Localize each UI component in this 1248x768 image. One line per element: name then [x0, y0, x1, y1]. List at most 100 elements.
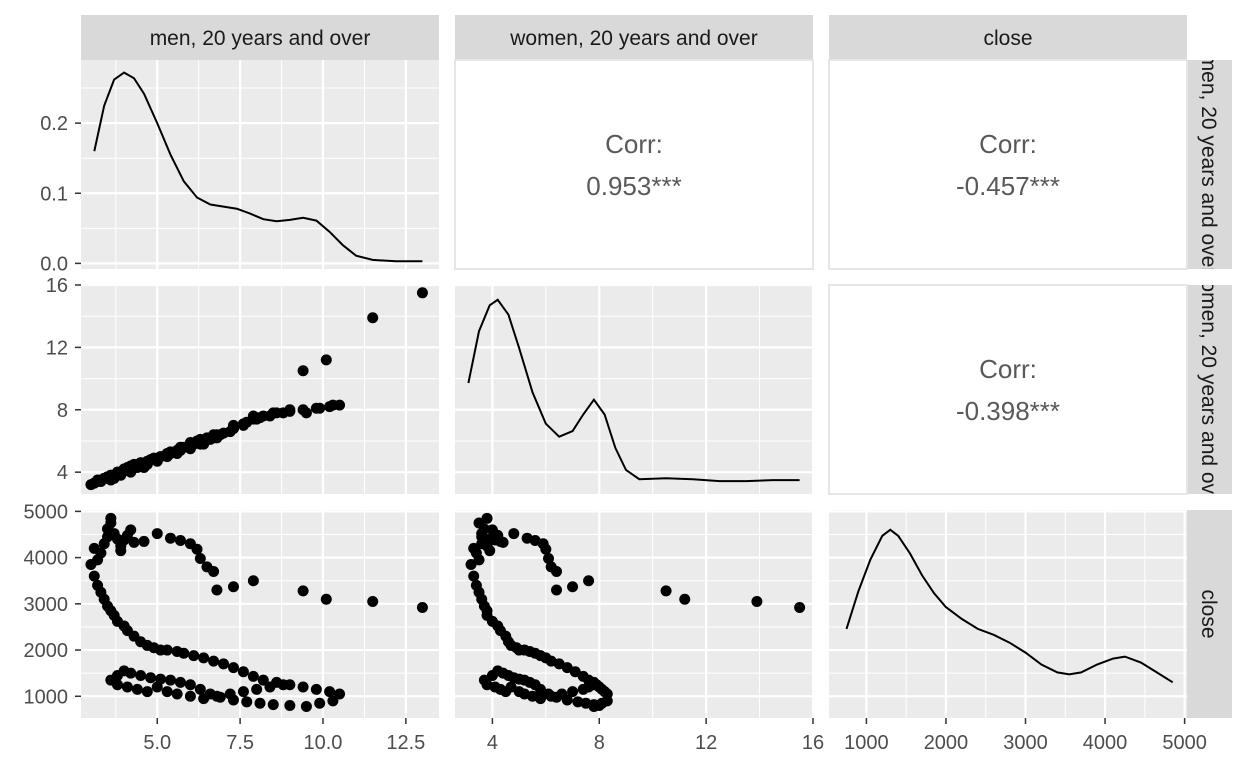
scatter-point	[211, 429, 223, 441]
scatter-point	[470, 547, 482, 559]
column-strip-close: close	[829, 15, 1187, 60]
x-axis-col2: 1000 2000 3000 4000 5000	[844, 718, 1207, 754]
scatter-point	[247, 670, 259, 682]
scatter-point	[751, 596, 763, 608]
scatter-point	[314, 402, 326, 414]
y-tick-label: 0.0	[40, 253, 68, 275]
corr-label-r1-c2: Corr:	[979, 354, 1037, 384]
scatter-point	[367, 312, 379, 324]
scatter-point	[534, 683, 546, 695]
y-tick-label: 4	[57, 462, 68, 484]
panel-r1-c1-bg	[455, 285, 813, 494]
y-tick-label: 2000	[24, 640, 69, 662]
scatter-point	[151, 681, 163, 693]
scatter-point	[188, 650, 200, 662]
scatter-point	[320, 593, 332, 605]
x-tick-label: 7.5	[226, 732, 254, 754]
scatter-point	[264, 410, 276, 422]
panel-r0-c1-bg	[454, 59, 814, 270]
scatter-point	[194, 683, 206, 695]
y-axis-row2: 1000 2000 3000 4000 5000	[24, 501, 81, 708]
scatter-point	[131, 683, 143, 695]
y-tick-label: 1000	[24, 686, 69, 708]
scatter-point	[138, 535, 150, 547]
scatter-point	[484, 545, 496, 557]
scatter-point	[115, 545, 127, 557]
scatter-point	[194, 553, 206, 565]
scatter-point	[218, 658, 230, 670]
scatter-point	[227, 581, 239, 593]
x-tick-label: 4000	[1083, 732, 1128, 754]
density-curve-women	[467, 298, 800, 483]
scatter-point	[227, 662, 239, 674]
scatter-point	[264, 681, 276, 693]
panel-r2-c1	[455, 510, 815, 718]
scatter-point	[171, 688, 183, 700]
x-tick-label: 10.0	[304, 732, 343, 754]
scatter-point	[583, 575, 595, 587]
x-tick-label: 12	[695, 732, 717, 754]
scatter-point	[567, 686, 579, 698]
scatter-point	[251, 683, 263, 695]
panel-r2-c2	[829, 510, 1187, 718]
scatter-point	[567, 581, 579, 593]
scatter-point	[237, 666, 249, 678]
panel-r1-c0	[81, 283, 439, 494]
scatter-point	[241, 696, 253, 708]
scatter-point	[88, 570, 100, 582]
scatter-point	[327, 695, 339, 707]
scatter-point	[121, 681, 133, 693]
scatter-point	[174, 535, 186, 547]
scatter-point	[660, 585, 672, 597]
panel-r2-c0-grid	[81, 510, 439, 718]
column-strip-women-bg	[455, 15, 813, 60]
row-strip-women-bg	[1187, 285, 1232, 494]
y-tick-label: 4000	[24, 548, 69, 570]
scatter-point	[679, 593, 691, 605]
row-strip-close: close	[1187, 510, 1232, 718]
scatter-point	[151, 454, 163, 466]
panel-r0-c0-bg	[81, 60, 439, 269]
scatter-point	[211, 690, 223, 702]
scatter-point	[569, 666, 581, 678]
scatter-point	[105, 512, 117, 524]
y-tick-label: 0.1	[40, 183, 68, 205]
x-tick-label: 4	[487, 732, 498, 754]
scatter-point	[300, 407, 312, 419]
scatter-point	[208, 565, 220, 577]
scatter-point	[416, 287, 428, 299]
column-strip-women-label: women, 20 years and over	[509, 27, 757, 50]
scatter-point	[534, 693, 546, 705]
scatter-point	[314, 697, 326, 709]
y-tick-label: 3000	[24, 594, 69, 616]
scatter-point	[247, 410, 259, 422]
scatter-point	[465, 559, 477, 571]
scatter-point	[174, 441, 186, 453]
column-strip-close-bg	[829, 15, 1187, 60]
scatter-point	[473, 517, 485, 529]
scatter-point	[277, 679, 289, 691]
panel-r0-c0-grid	[81, 60, 439, 269]
scatter-point	[237, 419, 249, 431]
y-tick-label: 16	[46, 275, 68, 297]
scatter-point	[125, 667, 137, 679]
scatter-point	[267, 699, 279, 711]
panel-r1-c2: Corr: -0.398***	[828, 284, 1188, 495]
panel-r2-c0	[81, 510, 439, 718]
scatter-point	[334, 688, 346, 700]
panel-r0-c2-bg	[828, 59, 1188, 270]
scatter-point	[297, 365, 309, 377]
column-strip-men-label: men, 20 years and over	[150, 27, 371, 50]
scatter-point	[135, 669, 147, 681]
y-axis-row1: 4 8 12 16	[46, 275, 81, 484]
scatter-point	[551, 584, 563, 596]
scatter-point	[191, 543, 203, 555]
scatter-point	[165, 674, 176, 686]
density-curve-close	[845, 528, 1174, 684]
scatter-point	[151, 528, 163, 540]
panel-r1-c2-bg	[828, 284, 1188, 495]
scatter-point	[486, 524, 498, 536]
scatter-point	[95, 547, 107, 559]
scatter-point	[165, 532, 176, 544]
scatter-point	[184, 679, 196, 691]
